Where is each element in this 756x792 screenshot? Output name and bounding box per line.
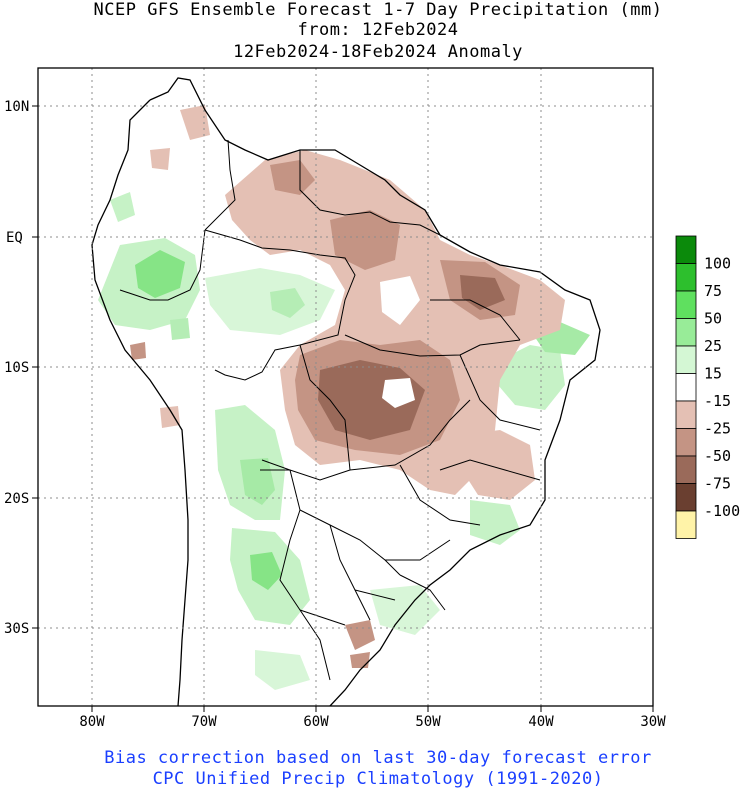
colorbar-label: -75 (704, 475, 731, 493)
colorbar-label: -25 (704, 420, 731, 438)
chart-subtitle-from: from: 12Feb2024 (297, 20, 459, 40)
lat-label-20s: 20S (4, 491, 29, 507)
colorbar-label: 75 (704, 282, 722, 300)
colorbar-swatch (675, 455, 697, 484)
country-borders (119, 139, 541, 681)
chart-title: NCEP GFS Ensemble Forecast 1-7 Day Preci… (93, 0, 663, 20)
colorbar: 100 75 50 25 15 -15 -25 -50 -75 -100 (675, 235, 740, 539)
footer-bias-note: Bias correction based on last 30-day for… (104, 748, 652, 768)
colorbar-swatch (675, 510, 697, 539)
colorbar-swatch (675, 263, 697, 292)
map-frame (37, 67, 654, 707)
colorbar-swatch (675, 345, 697, 374)
lon-label-70w: 70W (191, 714, 217, 730)
lat-label-10s: 10S (4, 360, 29, 376)
coastline (91, 77, 601, 706)
lat-label-10n: 10N (4, 99, 29, 115)
colorbar-label: -15 (704, 392, 731, 410)
footer-climatology-note: CPC Unified Precip Climatology (1991-202… (152, 769, 604, 789)
colorbar-swatch (675, 235, 697, 264)
axis-ticks (32, 105, 654, 712)
colorbar-swatch (675, 483, 697, 512)
chart-subtitle-period: 12Feb2024-18Feb2024 Anomaly (233, 42, 523, 62)
lon-label-50w: 50W (415, 714, 441, 730)
lon-label-40w: 40W (528, 714, 554, 730)
colorbar-swatch (675, 400, 697, 429)
colorbar-label: -50 (704, 447, 731, 465)
lat-label-eq: EQ (6, 230, 23, 246)
colorbar-label: -100 (704, 502, 740, 520)
lon-label-30w: 30W (640, 714, 666, 730)
colorbar-label: 100 (704, 255, 731, 273)
map-area (91, 77, 601, 706)
colorbar-swatch (675, 428, 697, 457)
wet-anomaly-patches (98, 192, 590, 690)
grid-lines (38, 68, 653, 706)
colorbar-swatch (675, 373, 697, 402)
lat-label-30s: 30S (4, 621, 29, 637)
colorbar-label: 15 (704, 365, 722, 383)
colorbar-swatch (675, 318, 697, 347)
colorbar-label: 50 (704, 310, 722, 328)
lon-label-60w: 60W (303, 714, 329, 730)
lon-label-80w: 80W (79, 714, 105, 730)
dry-anomaly-patches (130, 105, 565, 668)
colorbar-swatch (675, 290, 697, 319)
colorbar-label: 25 (704, 337, 722, 355)
